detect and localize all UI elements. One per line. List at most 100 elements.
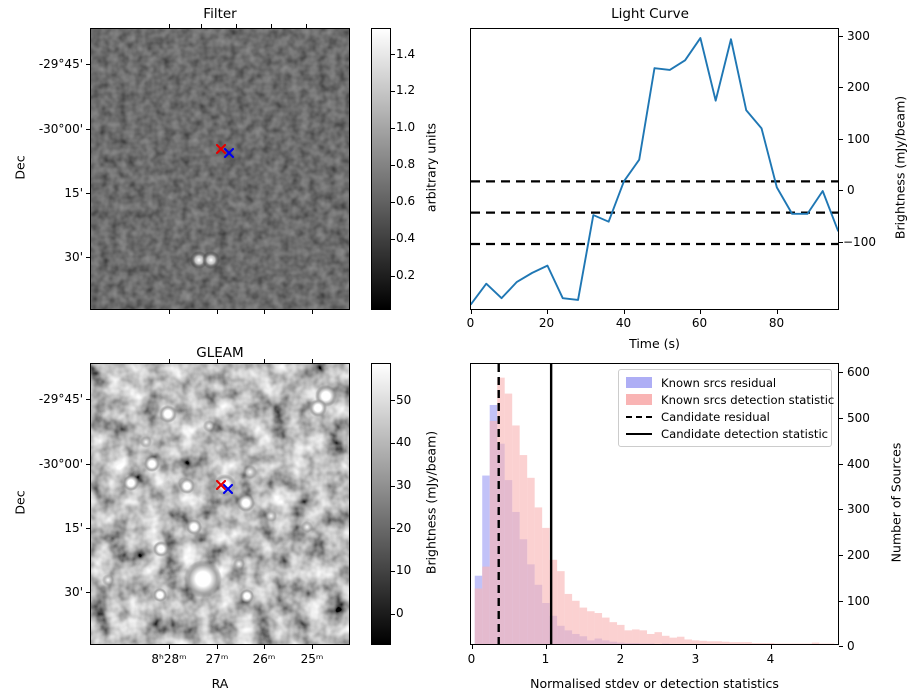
lc-xtick-1: 20 <box>538 316 555 330</box>
gleam-cbar-mark-2 <box>391 485 395 487</box>
lc-xtick-mark-4 <box>776 310 778 314</box>
filter-xtick-mark-b0 <box>168 310 170 314</box>
filter-image-pixels <box>91 29 349 309</box>
gleam-cbar-mark-4 <box>391 570 395 572</box>
hist-ytick-4: 200 <box>847 548 870 562</box>
histogram-xlabel: Normalised stdev or detection statistics <box>530 676 779 691</box>
lc-ytick-mark-4 <box>839 241 843 243</box>
lc-ytick-3: 0 <box>847 183 855 197</box>
legend-label-3: Candidate detection statistic <box>661 426 829 441</box>
filter-markers <box>215 143 235 159</box>
hist-xtick-mark-4 <box>770 645 772 649</box>
gleam-cbar-tick-0: 50 <box>396 393 412 407</box>
legend-row-1: Known srcs detection statistic <box>626 391 834 408</box>
histogram-bar <box>632 629 640 644</box>
hist-ytick-mark-6 <box>839 645 843 647</box>
filter-xtick-mark-2 <box>235 24 237 28</box>
gleam-xtick-mark-0 <box>168 645 170 649</box>
lc-xtick-2: 40 <box>615 316 632 330</box>
filter-cbar-tick-5: 0.4 <box>396 231 416 245</box>
gleam-xtick-mark-3 <box>311 645 313 649</box>
hist-xtick-mark-2 <box>620 645 622 649</box>
hist-ytick-mark-5 <box>839 600 843 602</box>
histogram-bar <box>744 642 752 644</box>
gleam-cbar-mark-0 <box>391 399 395 401</box>
gleam-cbar-tick-2: 30 <box>396 478 412 492</box>
gleam-ytick-mark-3 <box>86 591 90 593</box>
histogram-bar <box>729 642 737 644</box>
hist-ytick-2: 400 <box>847 457 870 471</box>
histogram-bar <box>572 600 580 644</box>
hist-ytick-mark-2 <box>839 463 843 465</box>
histogram-bar <box>527 477 535 644</box>
histogram-bar <box>751 643 760 644</box>
filter-colorbar-label: arbitrary units <box>423 122 439 213</box>
filter-image <box>90 28 350 310</box>
hist-xtick-mark-3 <box>695 645 697 649</box>
lc-ytick-mark-2 <box>839 138 843 140</box>
histogram-bar <box>609 622 618 644</box>
gleam-markers <box>215 479 234 495</box>
legend-swatch-known-srcs-residual <box>626 377 652 388</box>
gleam-cbar-tick-5: 0 <box>396 606 404 620</box>
gleam-colorbar <box>371 363 391 645</box>
hist-xtick-mark-1 <box>545 645 547 649</box>
gleam-xtick-mark-t1 <box>216 359 218 363</box>
histogram-bar <box>759 643 767 644</box>
gleam-image <box>90 363 350 645</box>
lc-xtick-mark-0 <box>470 310 472 314</box>
filter-xtick-mark-3 <box>270 24 272 28</box>
gleam-ytick-1: -30°00' <box>38 457 83 471</box>
gleam-ylabel: Dec <box>12 490 28 515</box>
lightcurve-line <box>471 37 838 306</box>
gleam-xtick-mark-1 <box>216 645 218 649</box>
lc-ytick-4: −100 <box>843 235 876 249</box>
lc-ytick-mark-0 <box>839 35 843 37</box>
hist-xtick-4: 4 <box>766 652 775 666</box>
filter-cbar-mark-2 <box>391 127 395 129</box>
legend-row-2: Candidate residual <box>626 408 824 425</box>
lightcurve-ylabel: Brightness (mJy/beam) <box>892 95 907 240</box>
lc-ytick-1: 200 <box>847 80 870 94</box>
histogram-bars-detection <box>474 377 835 644</box>
histogram-candidate-lines <box>497 364 553 644</box>
gleam-xtick-0: 8ʰ28ᵐ <box>151 652 187 666</box>
gleam-ytick-2: 15' <box>64 521 83 535</box>
filter-ytick-mark-3 <box>86 256 90 258</box>
filter-cbar-tick-2: 1.0 <box>396 120 416 134</box>
hist-ytick-3: 300 <box>847 502 870 516</box>
filter-cbar-mark-6 <box>391 275 395 277</box>
lightcurve-panel-title: Light Curve <box>611 6 689 22</box>
hist-xtick-3: 3 <box>691 652 700 666</box>
filter-ytick-3: 30' <box>64 250 83 264</box>
hist-xtick-1: 1 <box>541 652 550 666</box>
histogram-bar <box>676 636 685 644</box>
catalogue-marker-blue <box>222 483 234 495</box>
lc-ytick-mark-1 <box>839 86 843 88</box>
hist-ytick-mark-4 <box>839 554 843 556</box>
histogram-bar <box>736 642 745 644</box>
filter-cbar-mark-1 <box>391 90 395 92</box>
lc-xtick-3: 60 <box>691 316 708 330</box>
filter-cbar-mark-5 <box>391 238 395 240</box>
gleam-xtick-mark-t3 <box>311 359 313 363</box>
histogram-bar <box>706 641 715 644</box>
hist-xtick-0: 0 <box>467 652 476 666</box>
gleam-ytick-mark-1 <box>86 463 90 465</box>
histogram-bar <box>542 527 550 644</box>
lc-ytick-2: 100 <box>847 132 870 146</box>
histogram-bar <box>594 613 603 644</box>
lightcurve-svg <box>471 37 838 306</box>
filter-xtick-mark-0 <box>168 24 170 28</box>
candidate-marker-red <box>215 143 227 155</box>
hist-ytick-1: 500 <box>847 411 870 425</box>
gleam-cbar-mark-1 <box>391 442 395 444</box>
histogram-bar <box>639 630 648 644</box>
filter-cbar-mark-0 <box>391 53 395 55</box>
gleam-image-pixels <box>91 364 349 644</box>
legend-line-candidate-detection <box>626 432 652 435</box>
legend-row-0: Known srcs residual <box>626 374 824 391</box>
gleam-ytick-mark-2 <box>86 527 90 529</box>
gleam-cbar-tick-1: 40 <box>396 435 412 449</box>
histogram-bar <box>564 593 573 644</box>
